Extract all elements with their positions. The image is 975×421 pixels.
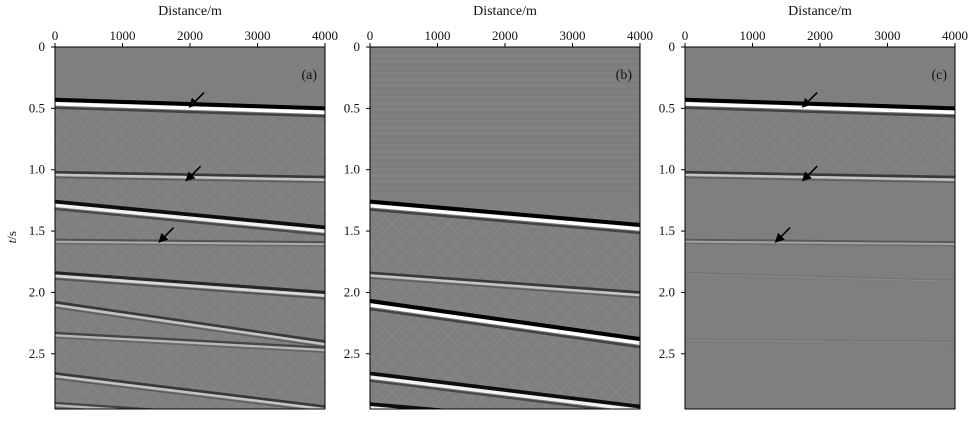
y-tick-label: 2.5 [29, 346, 45, 361]
y-tick-label: 1.0 [344, 162, 360, 177]
reflection-event [55, 300, 325, 348]
y-tick-label: 2.0 [344, 284, 360, 299]
reflection-event [370, 299, 640, 349]
arrow-icon [801, 165, 818, 182]
reflection-event [55, 401, 163, 409]
x-tick-label: 0 [52, 28, 59, 43]
reflection-event [55, 331, 325, 354]
reflection-event [685, 272, 955, 284]
reflection-event [55, 238, 325, 247]
arrow-icon [188, 91, 205, 108]
arrow-icon [801, 91, 818, 108]
x-tick-label: 3000 [245, 28, 271, 43]
x-tick-label: 1000 [110, 28, 136, 43]
x-tick-label: 2000 [492, 28, 518, 43]
x-tick-label: 2000 [807, 28, 833, 43]
reflection-event [685, 170, 955, 184]
x-tick-label: 2000 [177, 28, 203, 43]
x-tick-label: 1000 [425, 28, 451, 43]
x-tick-label: 4000 [312, 28, 338, 43]
x-tick-label: 1000 [740, 28, 766, 43]
x-axis-title: Distance/m [158, 4, 222, 19]
x-tick-label: 0 [682, 28, 689, 43]
y-tick-label: 1.5 [659, 223, 675, 238]
y-tick-label: 2.0 [29, 284, 45, 299]
reflection-event [370, 402, 449, 409]
y-tick-label: 1.5 [29, 223, 45, 238]
reflection-event [685, 338, 955, 345]
reflection-event [55, 199, 325, 236]
arrow-icon [185, 165, 202, 182]
x-axis-title: Distance/m [473, 4, 537, 19]
y-tick-label: 0.5 [29, 100, 45, 115]
y-tick-label: 0.5 [344, 100, 360, 115]
panel-c: 0 1000 2000 3000 4000 0 0.5 1.0 1.5 2.0 2.5 Distanc… [659, 4, 968, 410]
y-tick-label: 2.0 [659, 284, 675, 299]
reflection-event [370, 371, 640, 409]
y-tick-label: 0 [354, 39, 361, 54]
diffraction-texture [685, 108, 955, 170]
y-tick-label: 2.5 [659, 346, 675, 361]
x-tick-label: 4000 [627, 28, 653, 43]
x-axis-title: Distance/m [788, 4, 852, 19]
y-tick-label: 1.5 [344, 223, 360, 238]
x-tick-label: 3000 [560, 28, 586, 43]
panel-label: (b) [616, 68, 633, 83]
reflection-event [55, 271, 325, 300]
y-tick-label: 1.0 [29, 162, 45, 177]
y-tick-label: 0.5 [659, 100, 675, 115]
panel-label: (a) [301, 68, 317, 83]
panel-a: 0 1000 2000 3000 4000 0 0.5 1.0 1.5 2.0 2.5 Distanc… [4, 4, 338, 410]
ringing-texture [370, 47, 640, 195]
x-tick-label: 4000 [942, 28, 968, 43]
reflection-event [370, 271, 640, 299]
reflection-event [55, 372, 325, 409]
y-tick-label: 1.0 [659, 162, 675, 177]
y-tick-label: 0 [39, 39, 46, 54]
y-tick-label: 0 [669, 39, 676, 54]
x-tick-label: 0 [367, 28, 374, 43]
panel-b: 0 1000 2000 3000 4000 0 0.5 1.0 1.5 2.0 2.5 Distanc… [344, 4, 653, 410]
reflection-event [685, 97, 955, 118]
arrow-icon [158, 226, 175, 243]
diffraction-texture [55, 108, 325, 409]
y-axis-title: t/s [4, 231, 19, 243]
reflection-event [370, 199, 640, 235]
reflection-event [685, 238, 955, 247]
panel-label: (c) [931, 68, 947, 83]
arrow-icon [774, 226, 791, 243]
y-tick-label: 2.5 [344, 346, 360, 361]
x-tick-label: 3000 [875, 28, 901, 43]
